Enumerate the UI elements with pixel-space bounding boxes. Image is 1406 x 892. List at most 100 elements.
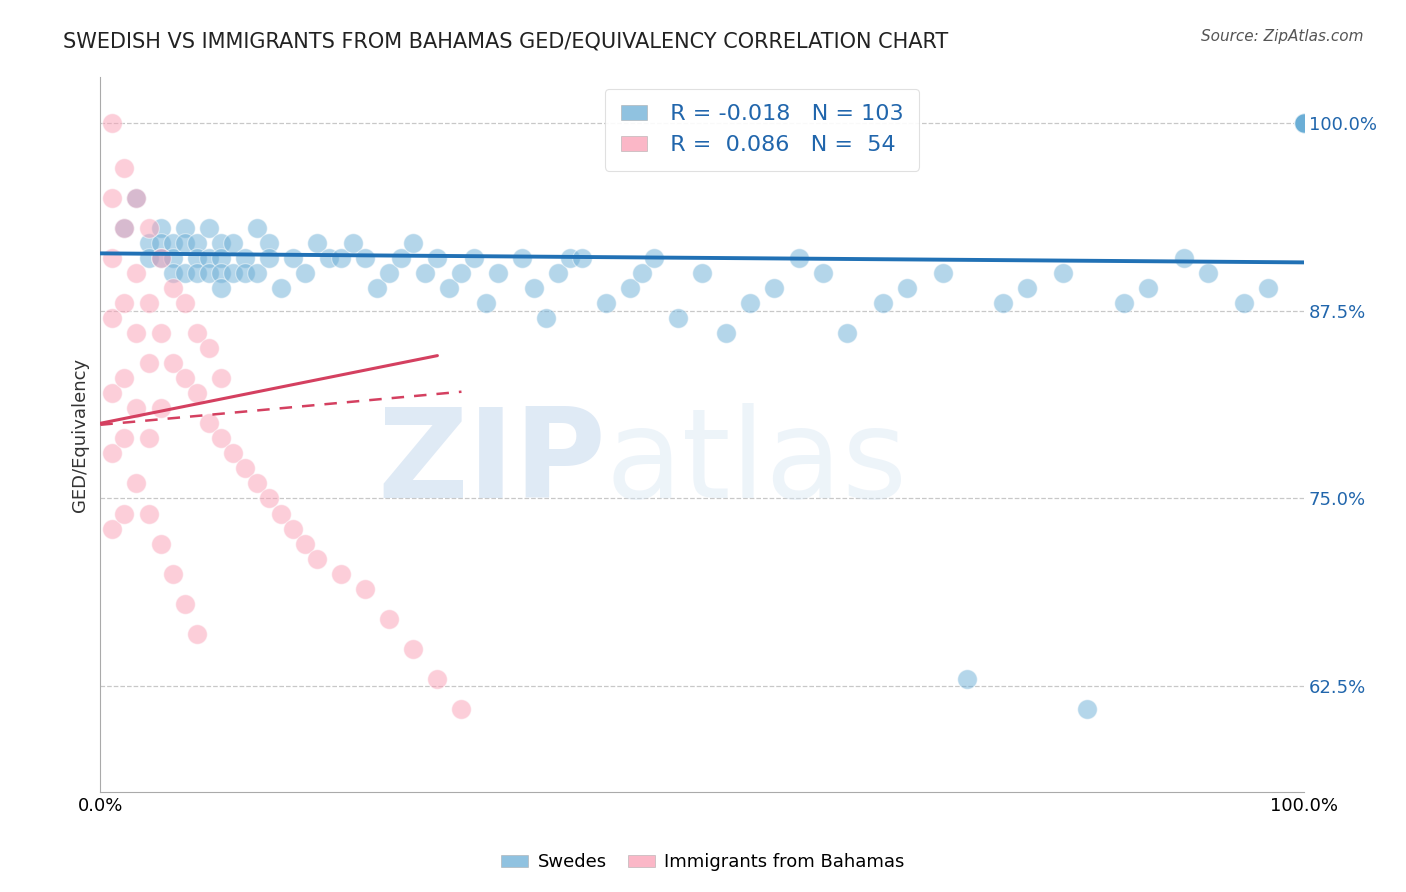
Point — [1294, 115, 1316, 129]
Point — [173, 371, 195, 385]
Point — [197, 266, 219, 280]
Point — [149, 235, 172, 250]
Point — [209, 371, 232, 385]
Point — [534, 311, 557, 326]
Point — [1294, 115, 1316, 129]
Point — [1294, 115, 1316, 129]
Point — [571, 251, 593, 265]
Point — [125, 326, 148, 340]
Point — [138, 431, 160, 445]
Point — [125, 191, 148, 205]
Point — [1294, 115, 1316, 129]
Point — [1294, 115, 1316, 129]
Point — [450, 702, 472, 716]
Point — [162, 356, 184, 370]
Point — [222, 235, 245, 250]
Point — [330, 566, 353, 581]
Point — [101, 191, 124, 205]
Point — [1233, 296, 1256, 310]
Point — [246, 220, 269, 235]
Point — [763, 281, 786, 295]
Point — [558, 251, 581, 265]
Point — [1294, 115, 1316, 129]
Point — [173, 266, 195, 280]
Point — [173, 220, 195, 235]
Point — [1173, 251, 1195, 265]
Point — [402, 641, 425, 656]
Point — [1294, 115, 1316, 129]
Point — [138, 220, 160, 235]
Point — [162, 281, 184, 295]
Point — [896, 281, 918, 295]
Point — [138, 251, 160, 265]
Point — [149, 401, 172, 416]
Point — [149, 251, 172, 265]
Point — [1294, 115, 1316, 129]
Point — [342, 235, 364, 250]
Point — [138, 356, 160, 370]
Point — [787, 251, 810, 265]
Point — [426, 672, 449, 686]
Point — [101, 446, 124, 460]
Text: SWEDISH VS IMMIGRANTS FROM BAHAMAS GED/EQUIVALENCY CORRELATION CHART: SWEDISH VS IMMIGRANTS FROM BAHAMAS GED/E… — [63, 31, 949, 51]
Point — [835, 326, 858, 340]
Point — [523, 281, 546, 295]
Point — [197, 251, 219, 265]
Point — [426, 251, 449, 265]
Point — [1294, 115, 1316, 129]
Point — [1294, 115, 1316, 129]
Point — [173, 235, 195, 250]
Point — [415, 266, 437, 280]
Point — [305, 551, 328, 566]
Point — [1294, 115, 1316, 129]
Point — [294, 266, 316, 280]
Point — [112, 220, 135, 235]
Point — [643, 251, 665, 265]
Point — [932, 266, 955, 280]
Point — [354, 251, 377, 265]
Point — [233, 266, 256, 280]
Point — [125, 266, 148, 280]
Point — [197, 220, 219, 235]
Point — [246, 476, 269, 491]
Point — [233, 461, 256, 475]
Point — [619, 281, 641, 295]
Text: atlas: atlas — [606, 402, 908, 524]
Point — [186, 266, 208, 280]
Point — [270, 281, 292, 295]
Point — [138, 235, 160, 250]
Point — [149, 220, 172, 235]
Point — [510, 251, 533, 265]
Point — [197, 417, 219, 431]
Point — [186, 235, 208, 250]
Point — [1294, 115, 1316, 129]
Point — [1294, 115, 1316, 129]
Point — [631, 266, 654, 280]
Point — [186, 326, 208, 340]
Point — [1294, 115, 1316, 129]
Point — [1294, 115, 1316, 129]
Point — [294, 536, 316, 550]
Point — [547, 266, 569, 280]
Point — [209, 431, 232, 445]
Point — [270, 507, 292, 521]
Point — [246, 266, 269, 280]
Point — [209, 235, 232, 250]
Point — [690, 266, 713, 280]
Point — [222, 446, 245, 460]
Point — [257, 491, 280, 506]
Point — [173, 296, 195, 310]
Point — [162, 235, 184, 250]
Point — [112, 371, 135, 385]
Point — [450, 266, 472, 280]
Point — [257, 235, 280, 250]
Point — [872, 296, 894, 310]
Text: ZIP: ZIP — [377, 402, 606, 524]
Point — [402, 235, 425, 250]
Legend: Swedes, Immigrants from Bahamas: Swedes, Immigrants from Bahamas — [494, 847, 912, 879]
Point — [138, 507, 160, 521]
Point — [209, 281, 232, 295]
Point — [1197, 266, 1219, 280]
Point — [173, 597, 195, 611]
Point — [305, 235, 328, 250]
